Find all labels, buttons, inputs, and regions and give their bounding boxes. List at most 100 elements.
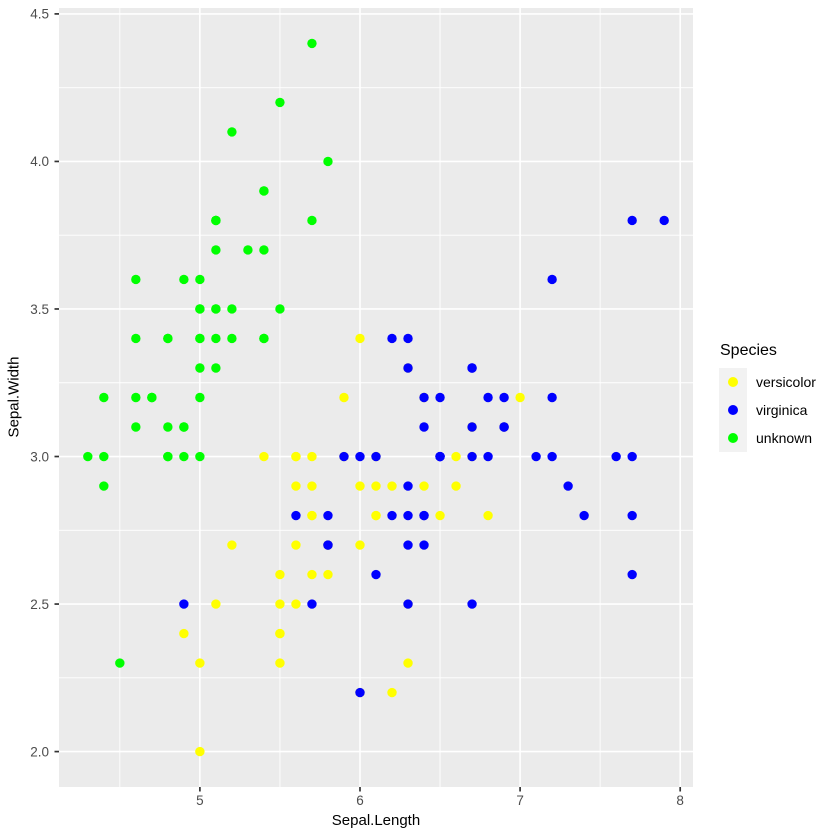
data-point-virginica [627, 510, 637, 521]
data-point-virginica [531, 451, 541, 462]
x-tick-label: 6 [356, 793, 364, 808]
data-point-virginica [355, 451, 365, 462]
data-point-unknown [211, 304, 221, 314]
data-point-versicolor [339, 392, 349, 403]
data-point-unknown [307, 215, 317, 226]
data-point-unknown [131, 422, 141, 432]
data-point-virginica [387, 333, 397, 344]
data-point-virginica [435, 392, 445, 403]
y-tick-label: 2.0 [30, 744, 49, 759]
data-point-virginica [547, 392, 557, 403]
data-point-versicolor [451, 451, 461, 462]
data-point-unknown [211, 245, 221, 255]
data-point-virginica [307, 599, 317, 609]
data-point-versicolor [195, 658, 205, 668]
data-point-unknown [131, 333, 141, 344]
data-point-virginica [563, 481, 573, 491]
y-tick-label: 3.5 [30, 302, 49, 317]
plot-panel [59, 8, 693, 787]
data-point-virginica [547, 274, 557, 285]
data-point-unknown [83, 451, 93, 462]
data-point-virginica [419, 422, 429, 432]
data-point-unknown [227, 304, 237, 314]
data-point-unknown [99, 451, 109, 462]
x-tick-label: 5 [196, 793, 204, 808]
data-point-versicolor [483, 510, 493, 521]
data-point-versicolor [451, 481, 461, 491]
data-point-unknown [275, 304, 285, 314]
data-point-versicolor [275, 569, 285, 580]
data-point-virginica [467, 422, 477, 432]
data-point-virginica [403, 333, 413, 344]
data-point-versicolor [355, 481, 365, 491]
data-point-virginica [371, 451, 381, 462]
y-tick-label: 4.0 [30, 154, 49, 169]
legend-dot-icon [728, 433, 738, 443]
legend-entry-versicolor: versicolor [719, 368, 816, 396]
data-point-versicolor [435, 510, 445, 521]
data-point-versicolor [403, 658, 413, 668]
data-point-versicolor [291, 540, 301, 550]
data-point-versicolor [275, 658, 285, 668]
data-point-unknown [259, 186, 269, 196]
legend-label: versicolor [756, 374, 816, 390]
x-tick-label: 8 [676, 793, 684, 808]
legend-dot-icon [728, 405, 738, 415]
data-point-virginica [659, 215, 669, 226]
data-point-versicolor [291, 599, 301, 609]
x-axis-title: Sepal.Length [331, 812, 421, 829]
data-point-unknown [179, 274, 189, 285]
data-point-virginica [323, 540, 333, 550]
data-point-versicolor [275, 599, 285, 609]
data-point-versicolor [387, 687, 397, 698]
data-point-virginica [291, 510, 301, 521]
data-point-virginica [339, 451, 349, 462]
data-point-virginica [483, 392, 493, 403]
data-point-unknown [195, 363, 205, 373]
data-point-unknown [131, 274, 141, 285]
data-point-virginica [371, 569, 381, 580]
data-point-virginica [403, 599, 413, 609]
legend-entries: versicolor virginica unknown [719, 368, 816, 452]
data-point-versicolor [307, 451, 317, 462]
data-point-versicolor [195, 746, 205, 757]
data-point-versicolor [307, 510, 317, 521]
legend-dot-icon [728, 377, 738, 387]
data-point-unknown [323, 156, 333, 167]
data-point-virginica [403, 481, 413, 491]
data-point-unknown [259, 333, 269, 344]
data-point-unknown [243, 245, 253, 255]
data-point-unknown [179, 451, 189, 462]
data-point-versicolor [275, 628, 285, 639]
legend-label: virginica [756, 402, 808, 418]
y-tick-label: 2.5 [30, 597, 49, 612]
data-point-unknown [211, 215, 221, 226]
data-point-unknown [131, 392, 141, 403]
legend-key [719, 424, 747, 452]
data-point-unknown [307, 38, 317, 49]
data-point-virginica [179, 599, 189, 609]
data-point-virginica [419, 540, 429, 550]
data-point-unknown [211, 333, 221, 344]
data-point-virginica [499, 392, 509, 403]
data-point-versicolor [307, 569, 317, 580]
data-point-virginica [419, 392, 429, 403]
data-point-unknown [147, 392, 157, 403]
data-point-unknown [115, 658, 125, 668]
data-point-virginica [403, 540, 413, 550]
data-point-unknown [99, 392, 109, 403]
data-point-virginica [579, 510, 589, 521]
data-point-versicolor [323, 569, 333, 580]
data-point-unknown [179, 422, 189, 432]
legend-entry-virginica: virginica [719, 396, 816, 424]
data-point-virginica [611, 451, 621, 462]
data-point-virginica [403, 510, 413, 521]
data-point-unknown [211, 363, 221, 373]
data-point-versicolor [211, 599, 221, 609]
data-point-unknown [163, 333, 173, 344]
data-point-unknown [259, 245, 269, 255]
data-point-virginica [627, 451, 637, 462]
data-point-unknown [195, 333, 205, 344]
